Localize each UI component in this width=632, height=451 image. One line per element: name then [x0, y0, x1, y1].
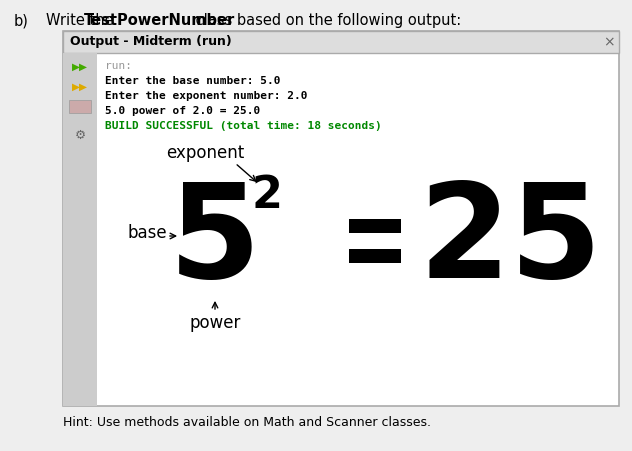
Text: ▶▶: ▶▶: [72, 82, 88, 92]
Bar: [63, 31, 619, 406]
Text: exponent: exponent: [166, 144, 244, 162]
Text: Write the: Write the: [46, 13, 118, 28]
Text: ⚙: ⚙: [75, 129, 85, 142]
Text: Output - Midterm (run): Output - Midterm (run): [70, 36, 232, 49]
Text: run:: run:: [105, 61, 132, 71]
Bar: [69, 100, 91, 113]
Bar: [349, 219, 401, 233]
Text: 5: 5: [169, 178, 261, 304]
Text: 25: 25: [418, 178, 602, 304]
Text: Hint: Use methods available on Math and Scanner classes.: Hint: Use methods available on Math and …: [63, 417, 431, 429]
Text: Enter the base number: 5.0: Enter the base number: 5.0: [105, 76, 281, 86]
Text: Enter the exponent number: 2.0: Enter the exponent number: 2.0: [105, 91, 308, 101]
Bar: [63, 31, 619, 53]
Text: power: power: [190, 314, 241, 332]
Text: ▶▶: ▶▶: [72, 62, 88, 72]
Text: 5.0 power of 2.0 = 25.0: 5.0 power of 2.0 = 25.0: [105, 106, 260, 116]
Text: base: base: [127, 224, 167, 242]
Text: 2: 2: [252, 175, 283, 217]
Text: TestPowerNumber: TestPowerNumber: [84, 13, 235, 28]
Text: b): b): [14, 13, 29, 28]
Text: class based on the following output:: class based on the following output:: [191, 13, 461, 28]
Bar: [349, 249, 401, 263]
Text: ×: ×: [603, 35, 615, 49]
Text: BUILD SUCCESSFUL (total time: 18 seconds): BUILD SUCCESSFUL (total time: 18 seconds…: [105, 121, 382, 131]
Bar: [63, 53, 97, 406]
